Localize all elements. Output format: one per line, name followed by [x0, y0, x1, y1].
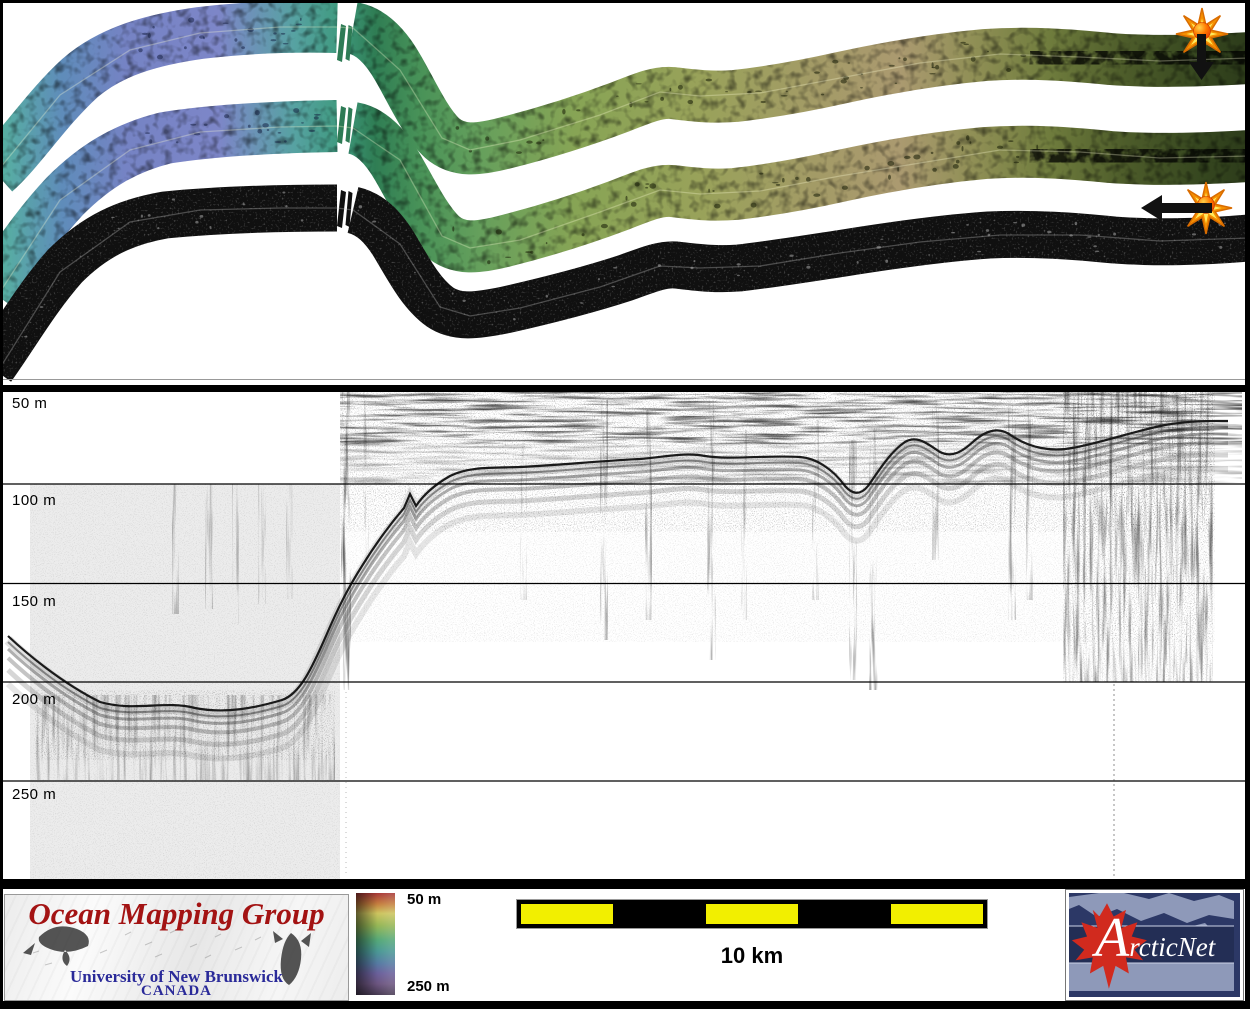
arcticnet-logo: ArcticNet — [1065, 889, 1244, 1001]
swath-map-section — [3, 3, 1245, 385]
scale-bar-segment — [521, 904, 614, 924]
swath-break-marks — [337, 106, 353, 144]
scale-bar-segment — [705, 904, 799, 924]
scale-bar-label: 10 km — [720, 943, 784, 968]
fish-silhouette-right — [273, 931, 311, 985]
color-scale-bottom-label: 250 m — [407, 978, 450, 995]
depth-gridlines — [3, 483, 1245, 782]
map-scale-bar — [516, 899, 988, 929]
arcticnet-art — [1069, 893, 1234, 991]
footer: Ocean Mapping Group University of New Br… — [3, 889, 1245, 1001]
color-scale-top-label: 50 m — [407, 891, 442, 908]
swath-map-graphic — [3, 3, 1245, 382]
seismic-profile-graphic — [3, 392, 1245, 879]
omg-title: Ocean Mapping Group — [28, 896, 325, 931]
section-divider-hairline — [3, 379, 1245, 380]
sidescan-backscatter-swath — [3, 184, 1245, 382]
swath-break-marks — [337, 190, 353, 228]
fish-silhouette-left — [23, 926, 89, 966]
scale-bar-segment — [798, 904, 891, 924]
depth-label-200m: 200 m — [12, 691, 57, 708]
seafloor-reflector — [4, 419, 1229, 762]
seismic-profile-section: 50 m 100 m 150 m 200 m 250 m — [3, 392, 1245, 879]
illumination-arrow-left — [1141, 195, 1212, 221]
omg-university: University of New Brunswick — [70, 967, 283, 986]
illumination-arrow-down — [1189, 34, 1214, 80]
depth-label-150m: 150 m — [12, 593, 57, 610]
maple-leaf-icon — [1071, 903, 1147, 989]
color-scale-shading — [356, 893, 395, 995]
depth-label-100m: 100 m — [12, 492, 57, 509]
scale-bar-segment — [613, 904, 706, 924]
depth-label-50m: 50 m — [12, 395, 48, 412]
arcticnet-wordmark: ArcticNet — [1095, 907, 1216, 969]
swath-break-marks — [337, 24, 353, 62]
depth-color-scale — [356, 893, 395, 995]
ocean-mapping-group-logo: Ocean Mapping Group University of New Br… — [4, 894, 349, 1001]
seismic-right-segment — [340, 392, 1242, 690]
bathymetry-swath-illuminated-west — [3, 100, 1245, 308]
bathymetry-swath-illuminated-north — [3, 3, 1245, 192]
scale-bar-segment — [890, 904, 984, 924]
omg-logo-art — [23, 926, 311, 985]
depth-label-250m: 250 m — [12, 786, 57, 803]
omg-country: CANADA — [141, 983, 212, 999]
fix-mark-dashed-lines — [345, 684, 1115, 877]
